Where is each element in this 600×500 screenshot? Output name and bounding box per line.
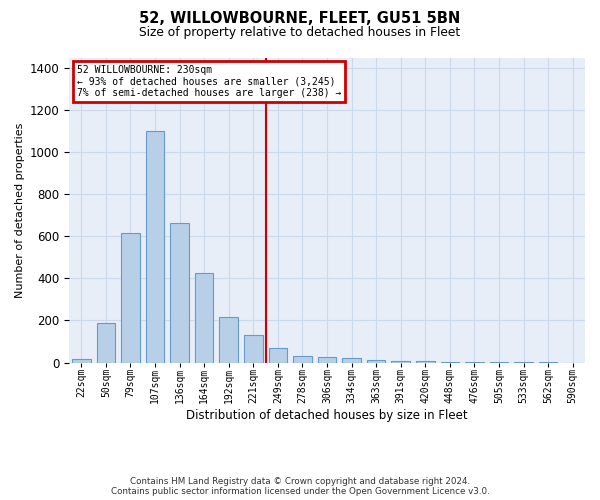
Bar (367, 360, 385, 362)
Bar (391, 361, 410, 362)
Bar (269, 348, 287, 362)
Text: 52, WILLOWBOURNE, FLEET, GU51 5BN: 52, WILLOWBOURNE, FLEET, GU51 5BN (139, 11, 461, 26)
Bar (220, 318, 238, 362)
Bar (318, 357, 336, 362)
Text: Size of property relative to detached houses in Fleet: Size of property relative to detached ho… (139, 26, 461, 39)
Bar (146, 131, 164, 362)
Bar (195, 273, 214, 362)
Bar (170, 222, 189, 362)
Bar (72, 360, 91, 362)
Bar (293, 356, 311, 362)
X-axis label: Distribution of detached houses by size in Fleet: Distribution of detached houses by size … (186, 409, 468, 422)
Text: 52 WILLOWBOURNE: 230sqm
← 93% of detached houses are smaller (3,245)
7% of semi-: 52 WILLOWBOURNE: 230sqm ← 93% of detache… (77, 65, 341, 98)
Y-axis label: Number of detached properties: Number of detached properties (16, 122, 25, 298)
Bar (244, 335, 263, 362)
Text: Contains HM Land Registry data © Crown copyright and database right 2024.
Contai: Contains HM Land Registry data © Crown c… (110, 476, 490, 496)
Bar (121, 233, 140, 362)
Bar (97, 322, 115, 362)
Bar (343, 358, 361, 362)
